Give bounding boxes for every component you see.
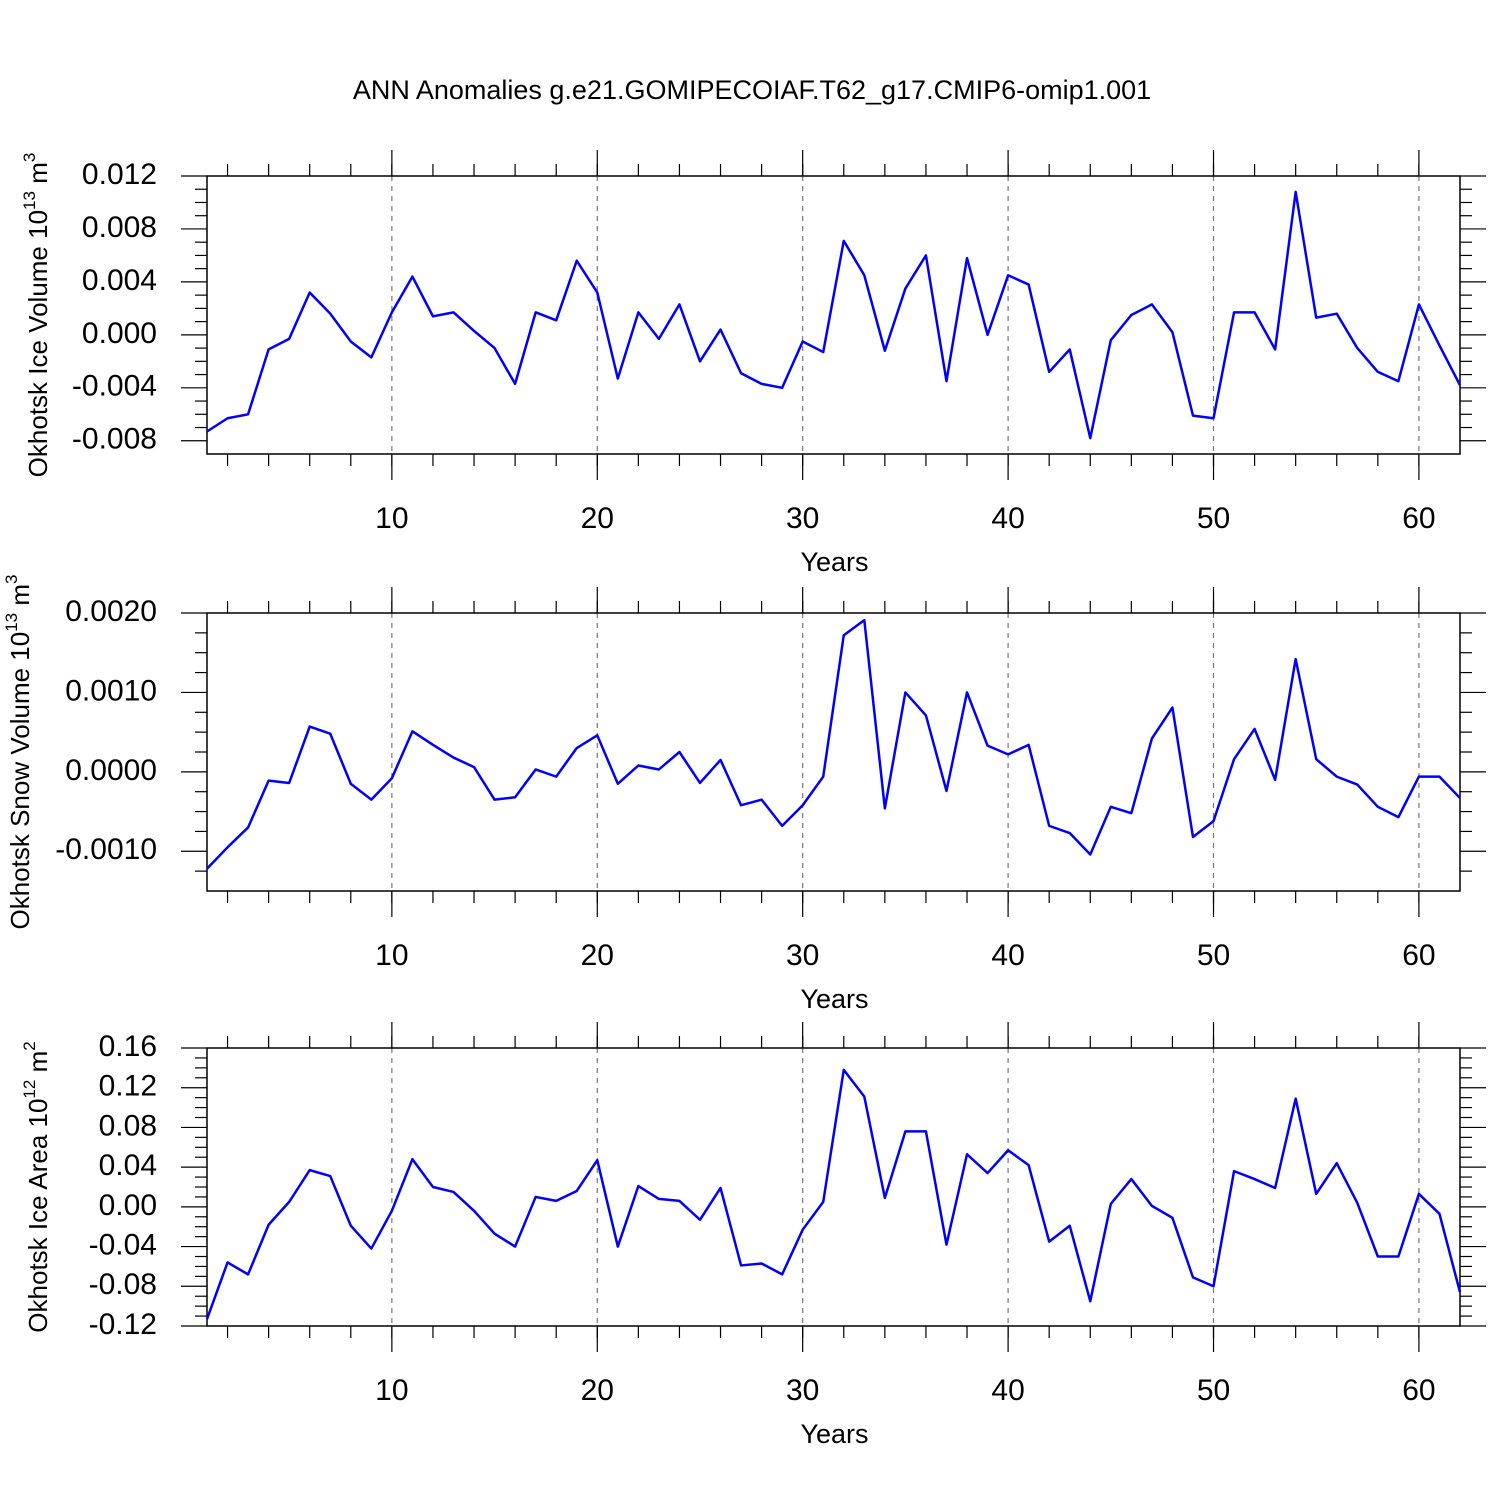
data-line (205, 1068, 1462, 1320)
x-tick-label: 40 (991, 502, 1024, 535)
y-axis-label-part: m (23, 162, 53, 191)
y-axis-label-part: m (5, 584, 35, 613)
y-tick-label: 0.0000 (65, 754, 157, 787)
y-tick-label: -0.04 (89, 1228, 157, 1261)
y-axis-label: Okhotsk Ice Area 1012 m2 (20, 1041, 53, 1332)
y-tick-label: 0.0010 (65, 674, 157, 707)
x-tick-label: 20 (581, 1374, 614, 1407)
x-axis-label: Years (800, 984, 868, 1014)
y-axis-label-part: Okhotsk Ice Volume 10 (23, 210, 53, 477)
y-axis-label: Okhotsk Ice Volume 1013 m3 (20, 153, 53, 478)
data-line (206, 618, 1461, 870)
x-tick-label: 40 (991, 939, 1024, 972)
y-axis-label-exponent: 3 (2, 575, 21, 584)
y-tick-label: 0.12 (99, 1070, 157, 1103)
y-tick-label: 0.08 (99, 1109, 157, 1142)
data-line (206, 190, 1462, 440)
y-tick-label: 0.008 (82, 211, 157, 244)
x-axis-label: Years (800, 1419, 868, 1449)
y-tick-label: -0.004 (72, 370, 157, 403)
y-axis-label: Okhotsk Snow Volume 1013 m3 (2, 575, 35, 930)
y-tick-label: -0.008 (72, 423, 157, 456)
y-axis-label-exponent: 3 (20, 153, 39, 162)
x-tick-label: 10 (375, 1374, 408, 1407)
x-axis-label: Years (800, 547, 868, 577)
x-tick-label: 60 (1402, 1374, 1435, 1407)
plot-frame (206, 1047, 1461, 1327)
x-tick-label: 50 (1197, 502, 1230, 535)
y-axis-label-exponent: 2 (20, 1041, 39, 1050)
y-tick-label: -0.0010 (55, 833, 157, 866)
y-tick-label: 0.16 (99, 1030, 157, 1063)
y-tick-label: 0.0020 (65, 595, 157, 628)
x-tick-label: 10 (375, 502, 408, 535)
x-tick-label: 30 (786, 1374, 819, 1407)
chart-title: ANN Anomalies g.e21.GOMIPECOIAF.T62_g17.… (353, 75, 1151, 105)
x-tick-label: 20 (581, 939, 614, 972)
y-tick-label: -0.12 (89, 1308, 157, 1341)
plot-frame (206, 612, 1461, 892)
x-tick-label: 50 (1197, 1374, 1230, 1407)
y-tick-label: 0.04 (99, 1149, 157, 1182)
y-axis-label-exponent: 12 (20, 1080, 39, 1099)
y-tick-label: 0.004 (82, 264, 157, 297)
y-axis-label-exponent: 13 (20, 191, 39, 210)
y-tick-label: 0.000 (82, 317, 157, 350)
x-tick-label: 60 (1402, 502, 1435, 535)
x-tick-label: 60 (1402, 939, 1435, 972)
y-tick-label: 0.00 (99, 1189, 157, 1222)
y-tick-label: -0.08 (89, 1268, 157, 1301)
y-axis-label-part: m (23, 1051, 53, 1080)
x-tick-label: 20 (581, 502, 614, 535)
plot-frame (206, 175, 1461, 455)
x-tick-label: 40 (991, 1374, 1024, 1407)
x-tick-label: 10 (375, 939, 408, 972)
x-tick-label: 30 (786, 939, 819, 972)
x-tick-label: 30 (786, 502, 819, 535)
y-tick-label: 0.012 (82, 158, 157, 191)
y-axis-label-exponent: 13 (2, 613, 21, 632)
y-axis-label-part: Okhotsk Snow Volume 10 (5, 632, 35, 930)
x-tick-label: 50 (1197, 939, 1230, 972)
y-axis-label-part: Okhotsk Ice Area 10 (23, 1099, 53, 1333)
